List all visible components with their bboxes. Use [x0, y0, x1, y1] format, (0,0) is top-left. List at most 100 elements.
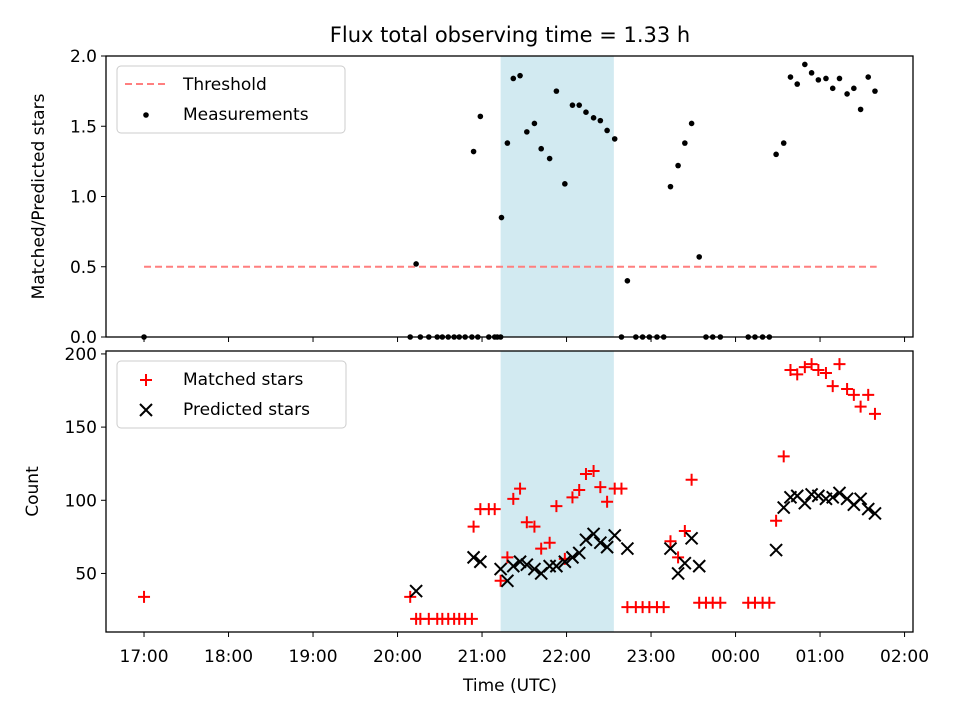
matched-star-point	[763, 596, 776, 609]
x-tick-label: 00:00	[711, 647, 760, 667]
predicted-star-point	[586, 527, 601, 541]
predicted-star-point	[832, 486, 847, 500]
matched-star-point	[805, 358, 818, 371]
measurement-point	[413, 261, 419, 267]
predicted-star-point	[500, 574, 515, 588]
predicted-star-point	[663, 541, 678, 556]
measurement-point	[836, 75, 843, 82]
y-tick-label: 1.5	[70, 117, 97, 137]
matched-star-point	[535, 542, 548, 555]
predicted-star-point	[506, 559, 521, 573]
measurement-point	[517, 72, 523, 79]
measurement-point	[531, 120, 538, 127]
x-tick-label: 18:00	[204, 647, 253, 667]
predicted-star-point	[684, 531, 699, 546]
matched-star-point	[770, 514, 783, 527]
x-tick-label: 20:00	[373, 647, 422, 667]
predicted-star-point	[466, 550, 481, 565]
legend-measurements-swatch	[143, 112, 149, 118]
measurement-point	[696, 254, 703, 260]
predicted-star-point	[520, 557, 534, 572]
y-tick-label: 0.0	[70, 328, 97, 348]
matched-star-point	[777, 450, 790, 463]
matched-star-point	[833, 358, 846, 371]
measurement-point	[524, 129, 530, 135]
measurement-point	[624, 278, 631, 284]
matched-star-point	[587, 465, 600, 478]
measurement-point	[865, 74, 872, 80]
predicted-star-point	[853, 492, 868, 506]
x-tick-label: 23:00	[627, 647, 676, 667]
measurement-point	[498, 214, 505, 221]
predicted-star-point	[826, 490, 840, 505]
ratio-y-ticks: 0.0 0.5 1.0 1.5 2.0	[70, 47, 106, 348]
measurement-point	[815, 77, 822, 83]
y-tick-label: 1.0	[70, 188, 97, 208]
count-y-ticks: 50 100 150 200	[65, 345, 106, 584]
matched-star-point	[812, 364, 825, 377]
observing-span-top	[500, 56, 614, 337]
measurement-point	[675, 162, 681, 169]
predicted-star-point	[620, 541, 635, 556]
matched-star-point	[573, 484, 586, 497]
x-tick-label: 01:00	[796, 647, 845, 667]
matched-star-point	[465, 612, 478, 625]
measurement-point	[538, 145, 544, 152]
measurement-point	[576, 102, 583, 108]
predicted-star-point	[607, 528, 622, 543]
matched-star-point	[819, 366, 832, 379]
matched-star-point	[566, 491, 579, 504]
matched-star-point	[520, 516, 533, 529]
legend-predicted-label: Predicted stars	[183, 400, 310, 420]
matched-star-point	[528, 520, 541, 533]
predicted-star-point	[593, 536, 608, 550]
matched-star-point	[672, 551, 685, 564]
predicted-star-point	[692, 559, 706, 573]
predicted-star-point	[513, 555, 527, 569]
ratio-x-ticks	[143, 337, 906, 342]
predicted-star-point	[565, 550, 580, 565]
predicted-star-point	[777, 500, 791, 515]
predicted-star-point	[549, 559, 564, 573]
predicted-star-points	[409, 486, 882, 598]
matched-star-point	[138, 590, 151, 603]
matched-star-point	[714, 596, 727, 609]
matched-star-points	[138, 358, 881, 625]
measurement-point	[808, 70, 815, 76]
matched-star-point	[579, 467, 592, 480]
observing-span-bottom	[500, 351, 614, 632]
predicted-star-point	[811, 489, 826, 503]
measurement-point	[823, 75, 829, 82]
matched-star-point	[685, 473, 698, 486]
ratio-panel: 0.00.51.01.52.0 Matched/Predicted stars …	[29, 47, 914, 348]
matched-star-point	[841, 383, 854, 396]
measurement-point	[510, 75, 517, 82]
y-tick-label: 2.0	[70, 47, 97, 67]
matched-star-point	[826, 380, 839, 393]
measurement-point	[553, 88, 560, 94]
matched-star-point	[847, 388, 860, 401]
x-tick-label: 19:00	[289, 647, 338, 667]
predicted-star-point	[473, 555, 488, 569]
y-tick-label: 150	[65, 418, 97, 438]
matched-star-point	[791, 368, 804, 381]
matched-star-point	[657, 601, 670, 614]
y-tick-label: 100	[65, 491, 97, 511]
measurement-point	[794, 81, 801, 87]
ratio-legend: Threshold Measurements	[116, 65, 346, 134]
measurement-point	[780, 140, 787, 146]
x-axis-label: Time (UTC)	[462, 676, 557, 696]
matched-star-point	[543, 536, 556, 549]
measurement-point	[844, 91, 850, 97]
predicted-star-point	[527, 562, 542, 576]
predicted-star-point	[558, 555, 572, 569]
measurement-point	[857, 106, 864, 113]
measurement-point	[590, 115, 597, 121]
count-legend: Matched stars Predicted stars	[116, 360, 347, 429]
measurement-point	[583, 109, 589, 115]
measurement-point	[611, 136, 618, 142]
measurement-point	[504, 140, 511, 146]
matched-star-point	[784, 364, 797, 377]
predicted-star-point	[493, 562, 508, 576]
x-tick-label: 02:00	[880, 647, 929, 667]
